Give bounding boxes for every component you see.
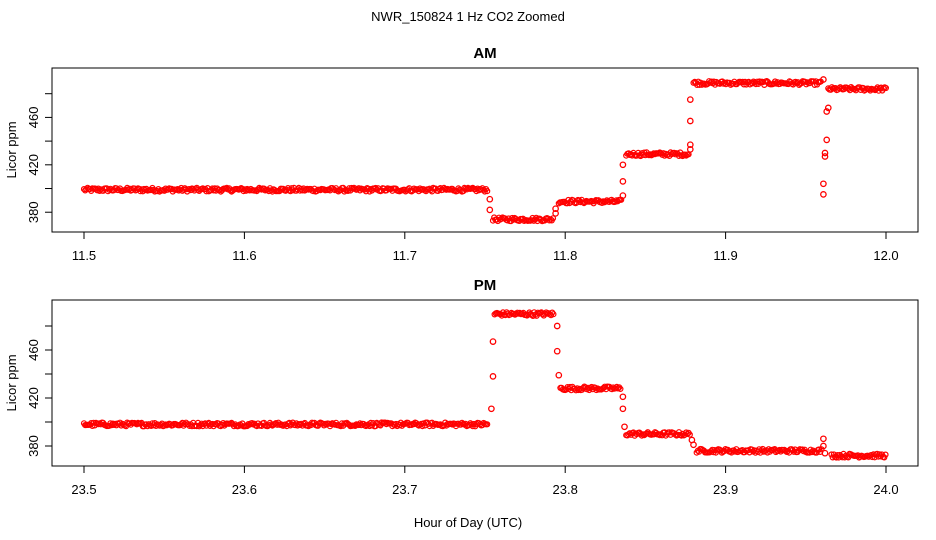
y-tick-label: 420: [26, 154, 41, 176]
data-point: [621, 423, 628, 431]
chart-panels: AM Licor ppm 11.5 11.6 11.7 11.8 11.9 12.0 380 42…: [4, 45, 919, 497]
panel-pm: PM Licor ppm 23.5 23.6 23.7 23.8 23.9 24.0 380 42…: [4, 277, 919, 497]
y-tick-label: 380: [26, 435, 41, 457]
data-point: [824, 104, 832, 112]
data-point: [820, 76, 827, 83]
data-point: [823, 136, 831, 144]
data-point: [880, 85, 887, 92]
x-tick-label: 23.7: [392, 482, 417, 497]
data-point: [820, 180, 827, 188]
data-points: [80, 76, 890, 225]
data-point: [686, 96, 694, 103]
data-point: [342, 420, 349, 427]
data-point: [553, 322, 561, 330]
data-point: [686, 141, 694, 149]
y-axis-label: Licor ppm: [4, 354, 19, 411]
data-point: [686, 431, 693, 438]
data-point: [486, 206, 494, 214]
y-tick-label: 380: [26, 201, 41, 223]
data-point: [681, 151, 689, 158]
x-tick-label: 23.9: [713, 482, 738, 497]
data-point: [552, 205, 559, 213]
data-point: [619, 192, 627, 199]
data-point: [870, 451, 877, 458]
data-point: [690, 441, 697, 449]
x-tick-label: 11.7: [393, 248, 417, 263]
data-point: [820, 435, 827, 443]
data-point: [488, 405, 495, 413]
data-point: [619, 161, 627, 169]
panel-am: AM Licor ppm 11.5 11.6 11.7 11.8 11.9 12.0 380 42…: [4, 45, 919, 263]
data-point: [484, 188, 491, 195]
x-tick-label: 11.8: [553, 248, 577, 263]
data-point: [553, 347, 561, 355]
x-tick-label: 12.0: [873, 248, 898, 263]
data-point: [619, 178, 627, 185]
data-point: [882, 84, 890, 92]
plot-frame: [51, 67, 919, 233]
data-point: [193, 423, 200, 430]
data-point: [484, 421, 491, 428]
data-point: [552, 210, 559, 217]
x-tick-label: 24.0: [873, 482, 898, 497]
data-point: [818, 446, 825, 453]
x-tick-label: 23.8: [553, 482, 578, 497]
data-point: [555, 371, 563, 379]
data-point: [823, 108, 831, 115]
data-point: [686, 117, 694, 125]
data-point: [820, 442, 827, 450]
plot-frame: [51, 299, 919, 467]
data-point: [486, 195, 494, 203]
data-point: [882, 451, 889, 458]
figure-x-axis-label: Hour of Day (UTC): [414, 515, 522, 530]
data-point: [619, 405, 627, 413]
y-tick-label: 460: [26, 107, 41, 129]
data-point: [756, 78, 763, 85]
figure-title: NWR_150824 1 Hz CO2 Zoomed: [371, 9, 565, 24]
data-point: [489, 338, 497, 345]
x-tick-label: 23.5: [71, 482, 96, 497]
x-tick-label: 23.6: [232, 482, 257, 497]
x-tick-label: 11.6: [232, 248, 256, 263]
data-point: [821, 153, 829, 160]
panel-title: PM: [474, 277, 497, 294]
data-point: [550, 311, 557, 318]
data-point: [821, 149, 829, 157]
y-tick-label: 460: [26, 339, 41, 361]
x-tick-label: 11.9: [713, 248, 737, 263]
data-point: [686, 146, 694, 153]
data-point: [89, 422, 96, 429]
x-tick-label: 11.5: [72, 248, 96, 263]
y-axis-label: Licor ppm: [4, 121, 19, 178]
data-point: [619, 393, 627, 401]
data-point: [549, 215, 557, 222]
data-point: [489, 373, 497, 380]
data-point: [829, 454, 836, 461]
data-point: [638, 432, 645, 439]
data-point: [614, 385, 622, 392]
data-point: [671, 149, 678, 156]
panel-title: AM: [473, 45, 496, 62]
y-tick-label: 420: [26, 387, 41, 409]
data-points: [80, 309, 889, 461]
data-point: [96, 187, 103, 194]
data-point: [821, 449, 829, 457]
data-point: [820, 191, 827, 198]
data-point: [617, 385, 624, 392]
